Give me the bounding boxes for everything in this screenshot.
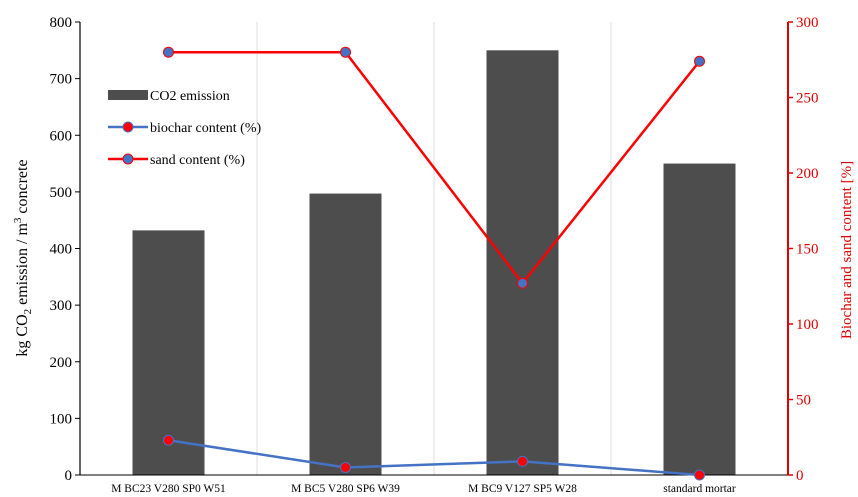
series-lines <box>163 46 705 481</box>
y-tick-label: 800 <box>50 15 73 31</box>
x-tick-label: M BC23 V280 SP0 W51 <box>111 483 226 495</box>
data-point <box>340 461 351 473</box>
y-axis-label: kg CO2 emission / m3 concrete <box>12 159 34 356</box>
x-tick-label: M BC9 V127 SP5 W28 <box>468 483 577 495</box>
y-tick-label: 100 <box>50 411 73 427</box>
data-point <box>517 277 528 289</box>
category-separators <box>256 22 612 475</box>
axes: 0 100 200 300 400 500 600 700 800 0 50 100 150 200 250… <box>50 15 819 495</box>
y2-tick-label: 0 <box>796 468 804 484</box>
legend-label: biochar content (%) <box>150 121 262 136</box>
y-axis-label-post: concrete <box>14 159 31 217</box>
y2-tick-label: 250 <box>796 91 819 107</box>
bar <box>309 193 382 476</box>
y2-tick-label: 300 <box>796 15 819 31</box>
series-line <box>168 439 700 477</box>
data-point <box>163 434 174 446</box>
legend-marker <box>122 121 134 133</box>
bar <box>132 230 205 475</box>
y-tick-label: 400 <box>50 242 73 258</box>
legend: CO2 emission biochar content (%) sand cont… <box>108 89 262 168</box>
series-line <box>168 50 701 286</box>
y-tick-label: 200 <box>50 355 73 371</box>
y2-axis-label: Biochar and sand content [%] <box>839 161 855 339</box>
y2-tick-label: 200 <box>796 166 819 182</box>
data-point <box>517 455 528 467</box>
y2-tick-label: 50 <box>796 393 811 409</box>
x-tick-label: M BC5 V280 SP6 W39 <box>291 483 400 495</box>
bar <box>486 50 559 475</box>
legend-label: CO2 emission <box>150 89 230 104</box>
y2-tick-label: 100 <box>796 317 819 333</box>
y-axis-label-mid: emission / m <box>14 223 31 309</box>
y-tick-label: 500 <box>50 185 73 201</box>
data-point <box>163 46 174 58</box>
y-axis-label-sup: 3 <box>12 217 24 223</box>
bars-layer <box>132 50 736 476</box>
data-point <box>694 55 705 67</box>
legend-swatch <box>108 90 148 100</box>
y-tick-label: 300 <box>50 298 73 314</box>
legend-marker <box>122 153 134 165</box>
data-point <box>340 46 351 58</box>
x-tick-label: standard mortar <box>663 483 736 495</box>
y2-tick-label: 150 <box>796 242 819 258</box>
y-axis-label-pre: kg CO <box>14 314 31 356</box>
bar <box>663 163 736 475</box>
data-point <box>694 469 705 481</box>
legend-label: sand content (%) <box>150 153 245 168</box>
y-tick-label: 0 <box>65 468 73 484</box>
y-tick-label: 600 <box>50 128 73 144</box>
y-axis-label-sub: 2 <box>22 309 34 315</box>
y-tick-label: 700 <box>50 72 73 88</box>
